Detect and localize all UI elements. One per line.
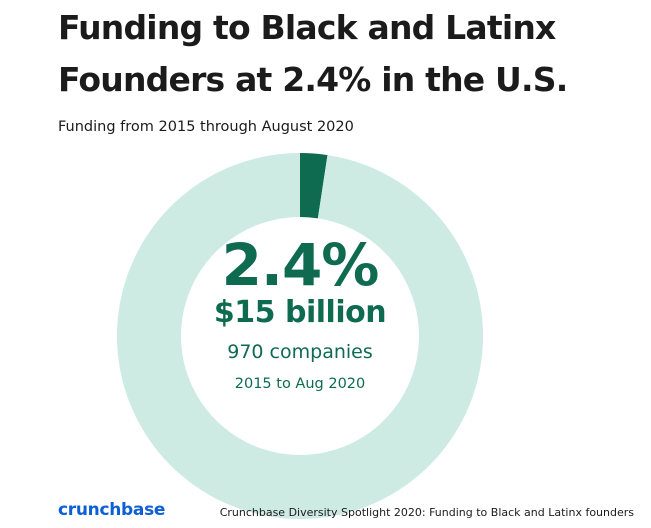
center-period-label: 2015 to Aug 2020 <box>234 376 366 392</box>
center-amount-label: $15 billion <box>213 295 387 330</box>
center-percent-label: 2.4% <box>221 231 380 299</box>
chart-subtitle: Funding from 2015 through August 2020 <box>58 119 354 135</box>
crunchbase-logo: crunchbase <box>58 500 166 520</box>
chart-title-line-1: Funding to Black and Latinx <box>58 8 556 47</box>
donut-slice-0 <box>300 153 328 219</box>
chart-title-line-2: Founders at 2.4% in the U.S. <box>58 60 568 99</box>
source-note: Crunchbase Diversity Spotlight 2020: Fun… <box>219 506 634 519</box>
donut-slice-1 <box>116 153 483 520</box>
chart-title: Funding to Black and Latinx Founders at … <box>58 2 638 106</box>
center-companies-label: 970 companies <box>227 341 373 363</box>
